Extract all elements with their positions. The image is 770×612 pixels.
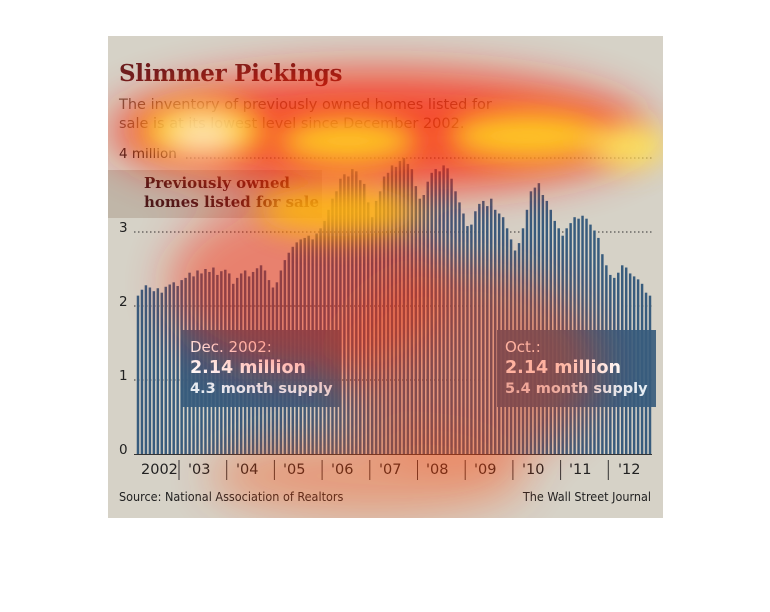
bar bbox=[160, 292, 164, 454]
chart-panel: Slimmer Pickings The inventory of previo… bbox=[108, 36, 663, 518]
bar bbox=[454, 191, 457, 455]
bar bbox=[470, 224, 473, 454]
credit-note: The Wall Street Journal bbox=[522, 489, 651, 504]
bar bbox=[537, 183, 541, 454]
bar bbox=[462, 213, 465, 454]
bar bbox=[402, 158, 406, 454]
bar bbox=[474, 211, 477, 454]
bar bbox=[386, 172, 390, 455]
bar bbox=[152, 291, 156, 454]
bar bbox=[176, 286, 179, 454]
callout-dec-2002-date: Dec. 2002: bbox=[190, 338, 272, 356]
bar bbox=[394, 166, 398, 454]
bar bbox=[347, 176, 350, 454]
bar bbox=[343, 174, 346, 454]
callout-oct: Oct.: 2.14 million 5.4 month supply bbox=[497, 330, 656, 407]
bar bbox=[339, 178, 342, 454]
bar bbox=[410, 169, 414, 454]
bar bbox=[398, 160, 402, 454]
bar bbox=[144, 285, 148, 454]
bar bbox=[490, 198, 493, 454]
bar bbox=[390, 165, 394, 454]
bar bbox=[422, 195, 425, 454]
bar bbox=[438, 171, 441, 454]
bar bbox=[446, 168, 449, 455]
bar bbox=[148, 287, 152, 454]
bar bbox=[458, 202, 461, 454]
x-label-10: '10 bbox=[522, 462, 545, 478]
x-label-09: '09 bbox=[474, 462, 497, 478]
bar bbox=[359, 180, 362, 454]
bar bbox=[406, 163, 410, 455]
x-label-03: '03 bbox=[188, 462, 211, 478]
bar bbox=[335, 191, 338, 455]
bar bbox=[426, 181, 429, 454]
y-tick-label-0: 0 bbox=[119, 442, 128, 458]
bar bbox=[351, 169, 354, 454]
y-tick-label-3: 3 bbox=[119, 220, 128, 236]
source-note: Source: National Association of Realtors bbox=[119, 489, 344, 504]
bar bbox=[414, 186, 418, 454]
bar bbox=[382, 176, 386, 454]
bar bbox=[482, 200, 485, 454]
bar bbox=[434, 169, 437, 454]
bar bbox=[156, 288, 160, 454]
bar bbox=[331, 198, 334, 454]
bar bbox=[466, 226, 469, 454]
callout-oct-value: 2.14 million bbox=[505, 358, 621, 378]
bar bbox=[533, 187, 537, 454]
bar bbox=[545, 200, 549, 454]
bar bbox=[140, 289, 144, 454]
y-tick-label-4: 4 million bbox=[119, 146, 177, 162]
bar bbox=[355, 171, 358, 454]
bar bbox=[136, 295, 140, 454]
bar bbox=[378, 191, 382, 455]
bar bbox=[168, 284, 171, 454]
bar bbox=[541, 195, 545, 454]
x-label-12: '12 bbox=[618, 462, 641, 478]
chart-title: Slimmer Pickings bbox=[119, 60, 343, 87]
callout-oct-supply: 5.4 month supply bbox=[505, 381, 648, 397]
bar bbox=[366, 202, 370, 454]
bar bbox=[370, 217, 374, 454]
bar bbox=[442, 165, 445, 454]
bar bbox=[478, 203, 481, 454]
x-label-2002: 2002 bbox=[141, 462, 178, 478]
bar bbox=[172, 282, 175, 454]
x-label-08: '08 bbox=[426, 462, 449, 478]
x-label-11: '11 bbox=[569, 462, 592, 478]
callout-dec-2002-supply: 4.3 month supply bbox=[190, 381, 333, 397]
bar bbox=[450, 178, 453, 454]
y-tick-label-2: 2 bbox=[119, 294, 128, 310]
bar bbox=[374, 200, 378, 454]
x-label-07: '07 bbox=[379, 462, 402, 478]
chart-subtitle: The inventory of previously owned homes … bbox=[119, 97, 492, 132]
bar bbox=[418, 198, 422, 454]
callout-oct-date: Oct.: bbox=[505, 338, 541, 356]
bar bbox=[486, 206, 489, 454]
bar bbox=[363, 183, 366, 454]
callout-dec-2002: Dec. 2002: 2.14 million 4.3 month supply bbox=[182, 330, 341, 407]
x-label-06: '06 bbox=[331, 462, 354, 478]
y-tick-label-1: 1 bbox=[119, 368, 128, 384]
bar bbox=[529, 191, 533, 455]
x-label-05: '05 bbox=[283, 462, 306, 478]
x-label-04: '04 bbox=[236, 462, 259, 478]
bar bbox=[430, 172, 433, 455]
legend: Previously owned homes listed for sale bbox=[108, 170, 322, 218]
legend-label: Previously owned homes listed for sale bbox=[144, 174, 320, 211]
callout-dec-2002-value: 2.14 million bbox=[190, 358, 306, 378]
bar bbox=[164, 286, 167, 454]
